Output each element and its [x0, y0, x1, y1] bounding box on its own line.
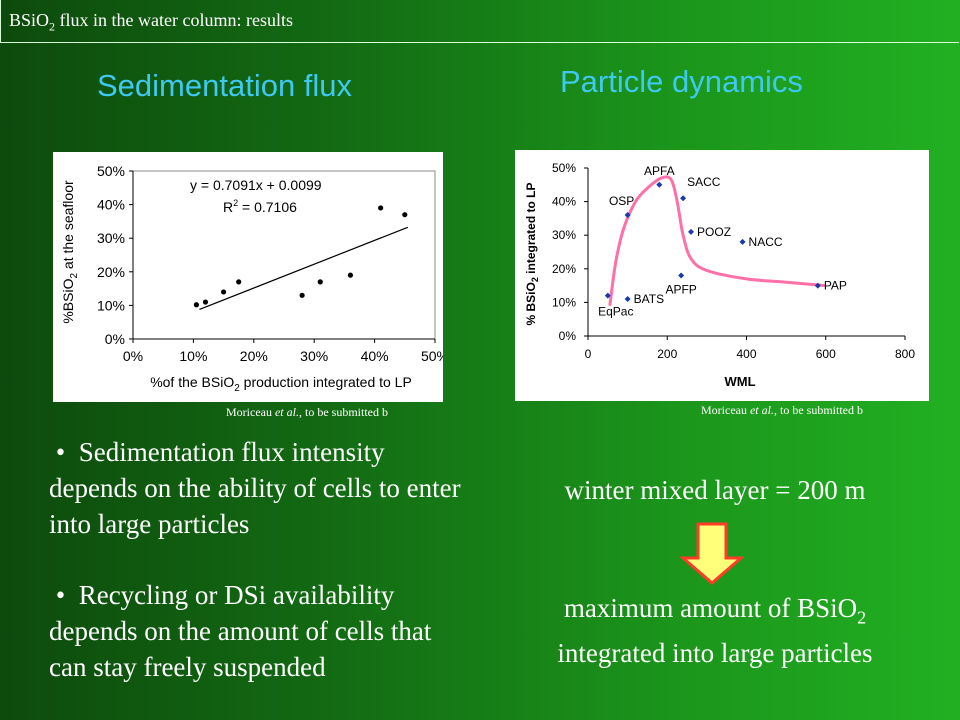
x-tick-label: 400	[736, 347, 756, 361]
bullet-recycling: • Recycling or DSi availability depends …	[49, 580, 432, 682]
data-point	[814, 282, 821, 289]
data-point	[604, 292, 611, 299]
y-tick-label: 10%	[97, 297, 125, 313]
data-point	[378, 205, 384, 211]
header-bar: BSiO2 flux in the water column: results	[0, 0, 959, 43]
x-tick-label: 50%	[421, 348, 443, 364]
particle-dynamics-chart: 0% 10% 20% 30% 40% 50% 0 200 400 600 800 EqPacBAT…	[524, 161, 915, 389]
x-tick-label: 0%	[123, 348, 143, 364]
point-label: NACC	[749, 235, 783, 249]
data-point	[656, 181, 663, 188]
y-tick-label: 30%	[552, 228, 576, 242]
point-label: SACC	[687, 175, 721, 189]
y-tick-label: 40%	[552, 195, 576, 209]
plot-frame	[132, 170, 436, 340]
x-axis-label: %of the BSiO2 production integrated to L…	[150, 374, 412, 394]
regression-line	[199, 226, 409, 311]
point-label: POOZ	[697, 225, 731, 239]
y-tick-label: 50%	[552, 161, 576, 175]
sedimentation-chart-panel: 0% 10% 20% 30% 40% 50% 0% 10% 20% 30% 40% 50% y = …	[53, 152, 449, 402]
y-tick-label: 20%	[552, 262, 576, 276]
data-point	[624, 212, 631, 219]
slide-header-title: BSiO2 flux in the water column: results	[9, 10, 293, 34]
y-axis-label: %BSiO2 at the seafloor	[60, 180, 80, 324]
x-tick-label: 0	[585, 347, 592, 361]
y-tick-label: 0%	[559, 329, 577, 343]
x-tick-label: 20%	[240, 348, 268, 364]
regression-equation: y = 0.7091x + 0.0099	[190, 177, 322, 193]
winter-mixed-layer-text: winter mixed layer = 200 m	[564, 475, 866, 505]
data-point	[680, 195, 687, 202]
data-point	[317, 279, 323, 285]
data-point	[202, 299, 209, 305]
down-arrow-icon	[680, 522, 744, 585]
x-tick-label: 10%	[179, 348, 207, 364]
right-chart-credit: Moriceau et al., to be submitted b	[701, 403, 863, 417]
left-chart-credit: Moriceau et al., to be submitted b	[226, 405, 388, 419]
data-point	[221, 289, 227, 295]
data-point	[402, 212, 408, 218]
left-section-title: Sedimentation flux	[97, 68, 353, 103]
data-point	[193, 302, 200, 308]
data-point	[624, 296, 631, 303]
data-point	[299, 292, 305, 298]
y-tick-label: 10%	[552, 295, 576, 309]
data-point	[236, 279, 242, 285]
trend-curve	[608, 175, 826, 306]
y-axis-label: % BSiO2 integrated to LP	[524, 182, 540, 325]
y-tick-label: 0%	[105, 331, 125, 347]
r-squared-label: R2 = 0.7106	[223, 198, 297, 215]
maximum-amount-text: maximum amount of BSiO2 integrated into …	[557, 593, 873, 669]
point-label: PAP	[824, 279, 847, 293]
data-point	[678, 272, 685, 279]
data-point	[347, 272, 354, 278]
x-tick-label: 30%	[300, 348, 328, 364]
data-point	[688, 228, 695, 235]
data-point	[739, 238, 746, 245]
point-label: BATS	[634, 292, 664, 306]
y-tick-label: 40%	[97, 197, 125, 213]
bullet-sedimentation: • Sedimentation flux intensity depends o…	[49, 437, 461, 539]
particle-dynamics-chart-panel: 0% 10% 20% 30% 40% 50% 0 200 400 600 800 EqPac BAT…	[515, 150, 929, 401]
right-section-title: Particle dynamics	[560, 64, 803, 99]
point-label: OSP	[609, 194, 634, 208]
x-tick-label: 600	[816, 347, 836, 361]
y-tick-label: 30%	[97, 230, 125, 246]
y-tick-label: 20%	[97, 264, 125, 280]
point-label: EqPac	[598, 305, 633, 319]
sedimentation-chart: 0% 10% 20% 30% 40% 50% 0% 10% 20% 30% 40% 50% y = …	[60, 163, 449, 394]
y-tick-label: 50%	[97, 163, 125, 179]
x-tick-label: 40%	[361, 348, 389, 364]
point-label: APFP	[665, 283, 696, 297]
x-axis-label: WML	[724, 374, 755, 389]
point-label: APFA	[644, 164, 675, 178]
x-tick-label: 200	[657, 347, 677, 361]
x-tick-label: 800	[895, 347, 915, 361]
